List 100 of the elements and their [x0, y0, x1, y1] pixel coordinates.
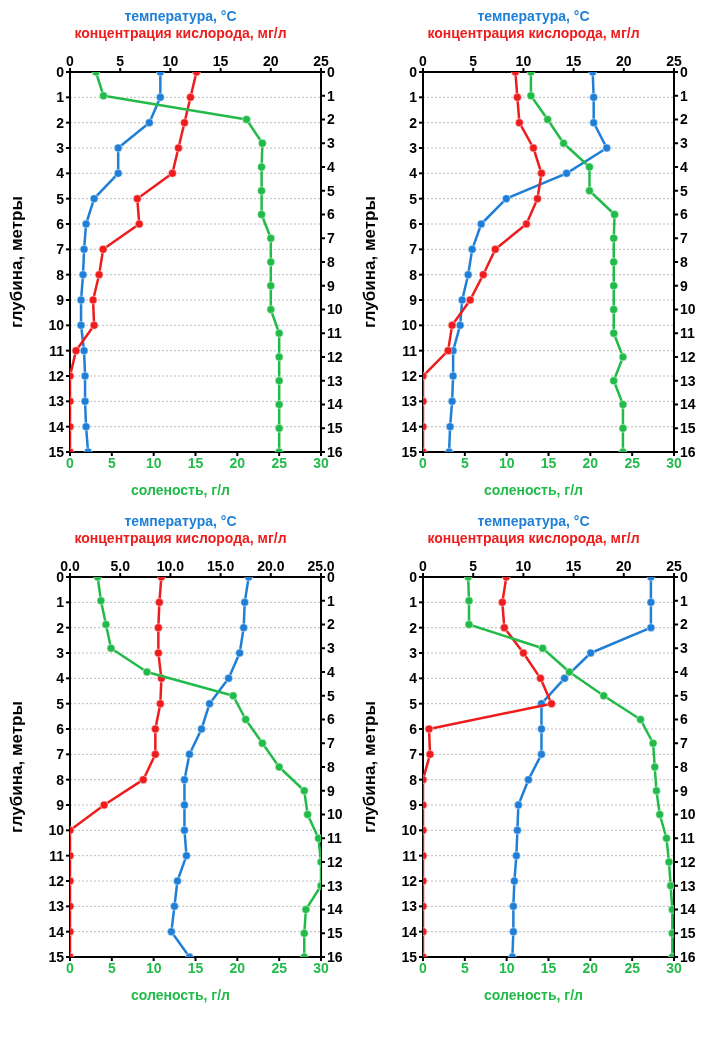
text: температура, °C: [476, 8, 591, 25]
y-tick-label: 13: [48, 898, 65, 915]
text: концентрация кислорода, мг/л: [426, 25, 641, 42]
x2-tick-label: 20: [616, 558, 632, 574]
y2-tick-label: 9: [680, 782, 688, 799]
y-tick-label: 12: [48, 367, 65, 384]
y2-tick-label: 5: [327, 182, 335, 199]
y-tick-label: 3: [56, 644, 65, 661]
point: [599, 691, 608, 700]
text: соленость, г/л: [130, 482, 231, 499]
point: [142, 667, 152, 677]
y2-tick-label: 14: [327, 901, 343, 918]
point: [538, 644, 547, 653]
y-tick-label: 12: [401, 872, 418, 889]
y-tick-label: 14: [401, 923, 418, 940]
y-tick-label: 5: [56, 190, 65, 207]
y2-tick-label: 12: [680, 853, 696, 870]
point: [96, 596, 106, 605]
y-tick-label: 8: [409, 266, 418, 283]
x2-tick-label: 10.0: [156, 558, 185, 574]
y2-tick-label: 3: [327, 135, 335, 152]
point: [266, 234, 276, 243]
y2-tick-label: 11: [680, 325, 696, 342]
point: [526, 91, 536, 100]
y-tick-label: 7: [56, 241, 65, 258]
point: [106, 644, 116, 653]
y-tick-label: 6: [409, 720, 418, 737]
point: [618, 400, 628, 409]
x-tick-label: 20: [229, 959, 246, 976]
y-tick-label: 0: [409, 568, 418, 585]
y2-tick-label: 3: [680, 640, 688, 657]
point: [609, 305, 619, 314]
y-tick-label: 8: [409, 771, 418, 788]
y-tick-label: 13: [48, 393, 65, 410]
y2-tick-label: 12: [327, 348, 343, 365]
x2-tick-label: 0: [419, 53, 428, 69]
y-tick-label: 8: [56, 266, 65, 283]
y-tick-label: 7: [409, 241, 418, 258]
x2-tick-label: 5.0: [110, 558, 131, 574]
y2-tick-label: 2: [327, 616, 335, 633]
x-tick-label: 15: [540, 454, 557, 471]
y2-tick-label: 6: [680, 206, 688, 223]
y-tick-label: 15: [48, 948, 65, 965]
y2-tick-label: 8: [327, 253, 335, 270]
point: [609, 281, 619, 290]
y2-tick-label: 14: [680, 396, 696, 413]
x2-tick-label: 10: [515, 558, 532, 574]
y-axis-title: глубина, метры: [7, 196, 27, 328]
text: температура, °C: [123, 513, 238, 530]
y-tick-label: 1: [409, 89, 418, 106]
text: соленость, г/л: [130, 987, 231, 1004]
y2-tick-label: 9: [327, 277, 335, 294]
y2-tick-label: 10: [680, 806, 696, 823]
point: [266, 281, 276, 290]
point: [662, 834, 671, 843]
x2-tick-label: 25: [666, 53, 682, 69]
y-tick-label: 7: [409, 746, 418, 763]
y2-tick-label: 7: [680, 735, 688, 752]
y-tick-label: 14: [48, 418, 65, 435]
y-tick-label: 7: [56, 746, 65, 763]
point: [266, 257, 276, 267]
y2-tick-label: 7: [327, 230, 335, 247]
x-tick-label: 25: [271, 959, 288, 976]
x-tick-label: 20: [582, 959, 599, 976]
y2-tick-label: 9: [327, 782, 335, 799]
point: [257, 186, 266, 195]
y-tick-label: 4: [409, 165, 418, 182]
point: [609, 234, 619, 243]
y2-tick-label: 10: [327, 301, 343, 318]
text: концентрация кислорода, мг/л: [73, 530, 288, 547]
y-tick-label: 3: [409, 139, 418, 156]
x-tick-label: 5: [107, 454, 116, 471]
x-tick-label: 30: [313, 454, 329, 471]
y-tick-label: 5: [409, 695, 418, 712]
point: [257, 162, 266, 172]
y-tick-label: 3: [409, 644, 418, 661]
x-tick-label: 5: [107, 959, 116, 976]
x-tick-label: 20: [229, 454, 246, 471]
y-tick-label: 12: [48, 872, 65, 889]
point: [241, 715, 250, 724]
y2-tick-label: 1: [680, 592, 688, 609]
x-tick-label: 25: [624, 454, 641, 471]
point: [585, 162, 594, 172]
point: [274, 329, 284, 338]
point: [464, 596, 474, 605]
x-tick-label: 25: [271, 454, 288, 471]
point: [242, 115, 251, 124]
x2-tick-label: 15.0: [206, 558, 235, 574]
y2-tick-label: 16: [680, 443, 696, 460]
y-tick-label: 2: [409, 114, 418, 131]
y-tick-label: 4: [56, 670, 65, 687]
point: [655, 810, 665, 819]
y-tick-label: 9: [409, 291, 418, 308]
x-tick-label: 30: [666, 454, 682, 471]
point: [610, 210, 619, 219]
point: [274, 762, 284, 772]
y-tick-label: 8: [56, 771, 65, 788]
point: [257, 210, 266, 219]
x-tick-label: 15: [540, 959, 557, 976]
y-tick-label: 9: [56, 291, 65, 308]
